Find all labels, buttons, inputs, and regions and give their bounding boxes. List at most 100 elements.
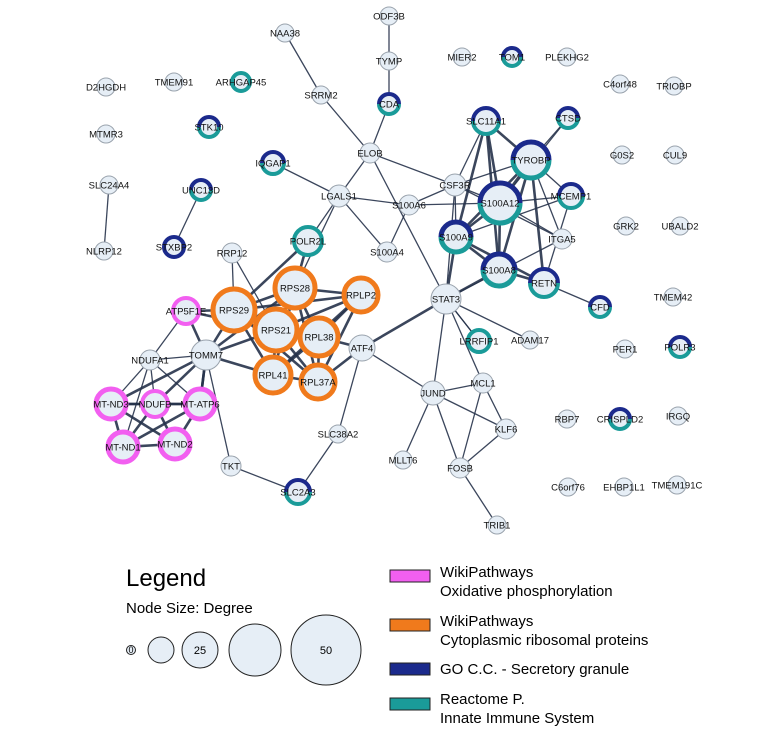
network-node[interactable]: CSF3R <box>439 173 471 197</box>
edge <box>205 354 232 467</box>
node-label: PER1 <box>613 345 638 356</box>
node-label: NDUFA1 <box>131 356 168 367</box>
edge <box>103 184 110 252</box>
network-node[interactable]: S100A12 <box>477 180 523 226</box>
network-node[interactable]: IRGQ <box>666 406 690 426</box>
network-node[interactable]: CUL9 <box>663 145 687 165</box>
network-node[interactable]: CFD <box>588 295 612 319</box>
network-node[interactable]: S100A4 <box>370 241 404 263</box>
network-node[interactable]: RRP12 <box>217 242 248 264</box>
network-node[interactable]: TOM1 <box>499 46 525 68</box>
node-circle <box>473 108 499 134</box>
network-node[interactable]: SLC2A3 <box>280 478 316 506</box>
network-node[interactable]: TOMM7 <box>189 339 223 371</box>
network-node[interactable]: UNC13D <box>182 178 220 202</box>
network-node[interactable]: MT-ND3 <box>93 386 129 422</box>
node-circle <box>327 184 351 208</box>
network-node[interactable]: STAT3 <box>430 283 462 315</box>
node-ring-arc <box>377 92 401 105</box>
network-node[interactable]: ODF3B <box>373 6 405 26</box>
legend-category-line2: Oxidative phosphorylation <box>440 583 613 600</box>
network-node[interactable]: SLC24A4 <box>89 175 130 195</box>
network-node[interactable]: MTMR3 <box>89 124 123 144</box>
network-node[interactable]: MCEMP1 <box>551 182 592 210</box>
network-node[interactable]: RPL37A <box>298 362 338 402</box>
node-ring-arc <box>557 195 585 210</box>
network-node[interactable]: SLC38A2 <box>318 424 359 444</box>
network-node[interactable]: RPS29 <box>210 286 258 334</box>
network-node[interactable]: SLC11A1 <box>466 106 506 136</box>
network-node[interactable]: TRIOBP <box>656 76 692 96</box>
network-node[interactable]: RPS28 <box>272 265 318 311</box>
network-node[interactable]: STK10 <box>194 115 224 139</box>
network-node[interactable]: SRRM2 <box>304 85 338 105</box>
node-label: NDUFB <box>139 400 172 411</box>
network-node[interactable]: CDA <box>377 92 401 116</box>
network-node[interactable]: TKT <box>220 455 242 477</box>
network-node[interactable]: STXBP2 <box>156 235 192 259</box>
network-node[interactable]: RPS21 <box>252 306 300 354</box>
network-node[interactable]: C6orf76 <box>551 477 585 497</box>
network-node[interactable]: RETN <box>528 267 560 299</box>
network-node[interactable]: GRK2 <box>613 216 639 236</box>
network-node[interactable]: S100A6 <box>392 194 426 216</box>
network-node[interactable]: G0S2 <box>610 145 634 165</box>
network-node[interactable]: JUND <box>420 380 446 406</box>
network-node[interactable]: KLF6 <box>495 418 518 440</box>
network-node[interactable]: RPL41 <box>252 354 294 396</box>
network-node[interactable]: S100A8 <box>480 251 518 289</box>
network-node[interactable]: ADAM17 <box>511 330 549 350</box>
network-node[interactable]: UBALD2 <box>662 216 699 236</box>
network-node[interactable]: C4orf48 <box>603 74 637 94</box>
size-example-node <box>290 614 362 686</box>
network-node[interactable]: ITGA5 <box>548 228 576 250</box>
node-circle <box>398 194 420 216</box>
network-node[interactable]: TMEM191C <box>652 475 703 495</box>
node-label: IQGAP1 <box>255 159 290 170</box>
network-node[interactable]: NDUFA1 <box>131 349 169 371</box>
network-node[interactable]: EHBP1L1 <box>603 477 645 497</box>
network-node[interactable]: NLRP12 <box>86 241 122 261</box>
network-node[interactable]: POLR3 <box>664 335 696 359</box>
network-node[interactable]: IQGAP1 <box>255 150 291 176</box>
size-example-label: 0 <box>128 645 133 655</box>
network-node[interactable]: ATF4 <box>348 334 376 362</box>
network-node[interactable]: ATP5F1E <box>166 296 206 326</box>
network-node[interactable]: NAA38 <box>270 23 300 43</box>
network-node[interactable]: FOSB <box>447 457 473 479</box>
network-node[interactable]: TMEM42 <box>654 287 693 307</box>
node-label: RPL37A <box>300 378 336 389</box>
network-node[interactable]: RBP7 <box>555 409 580 429</box>
network-node[interactable]: ELOB <box>357 142 383 164</box>
size-example-label: 25 <box>194 645 206 657</box>
network-node[interactable]: MIER2 <box>447 47 477 67</box>
network-node[interactable]: PLEKHG2 <box>545 47 589 67</box>
node-circle <box>670 216 690 236</box>
network-node[interactable]: ARHGAP45 <box>216 71 267 93</box>
network-node[interactable]: CTSD <box>555 106 581 130</box>
node-label: MCL1 <box>470 379 495 390</box>
node-label: TYMP <box>376 57 402 68</box>
network-node[interactable]: CRISPLD2 <box>597 407 643 431</box>
network-node[interactable]: LRRFIP1 <box>459 328 499 354</box>
node-label: TRIB1 <box>484 521 511 532</box>
network-node[interactable]: NDUFB <box>139 389 172 419</box>
network-node[interactable]: RPLP2 <box>341 275 381 315</box>
network-node[interactable]: MLLT6 <box>389 450 418 470</box>
network-node[interactable]: TYROBP <box>510 139 552 181</box>
network-node[interactable]: MT-ND2 <box>157 426 193 462</box>
network-node[interactable]: RPL38 <box>297 315 341 359</box>
network-node[interactable]: LGALS1 <box>321 184 357 208</box>
network-node[interactable]: POLR2L <box>290 225 326 257</box>
node-label: EHBP1L1 <box>603 483 645 494</box>
network-node[interactable]: TMEM91 <box>155 72 194 92</box>
network-node[interactable]: MT-ATP6 <box>180 386 220 422</box>
network-node[interactable]: D2HGDH <box>86 77 126 97</box>
network-node[interactable]: PER1 <box>613 339 638 359</box>
network-node[interactable]: S100A9 <box>438 219 474 255</box>
node-circle <box>430 283 462 315</box>
network-node[interactable]: TYMP <box>376 51 402 71</box>
network-node[interactable]: TRIB1 <box>484 515 511 535</box>
network-node[interactable]: MCL1 <box>470 372 496 394</box>
network-node[interactable]: MT-ND1 <box>105 429 141 465</box>
